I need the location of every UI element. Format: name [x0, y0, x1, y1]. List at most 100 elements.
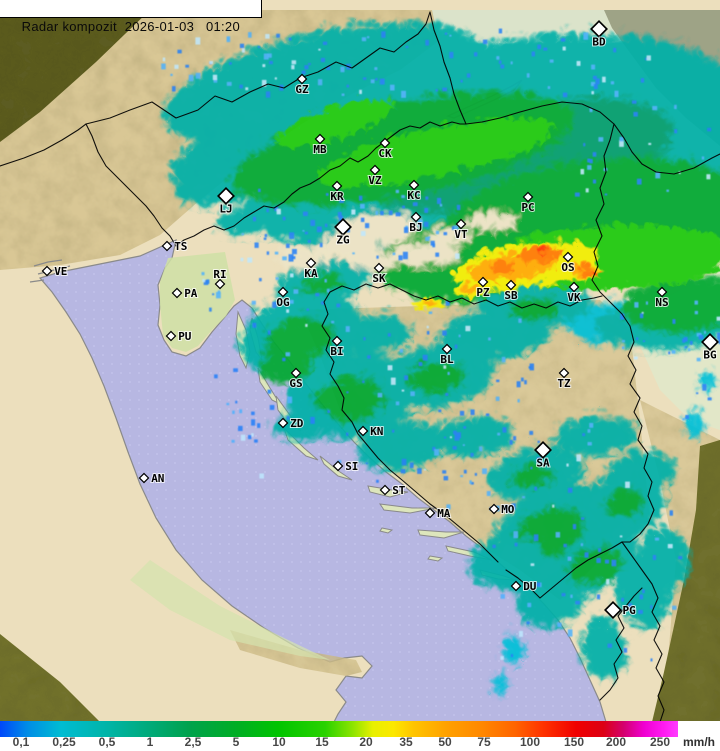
- station-MA: MA: [424, 506, 452, 521]
- station-label: TS: [174, 240, 187, 253]
- station-label: GS: [289, 377, 302, 390]
- station-KA: KA: [303, 257, 319, 281]
- station-diamond-icon: [534, 441, 552, 459]
- station-diamond-icon: [510, 580, 522, 592]
- station-diamond-icon: [379, 484, 391, 496]
- station-label: OS: [561, 261, 574, 274]
- station-label: AN: [151, 472, 164, 485]
- station-diamond-icon: [165, 330, 177, 342]
- station-PC: PC: [520, 191, 536, 215]
- station-label: GZ: [295, 83, 309, 96]
- station-SI: SI: [332, 459, 359, 474]
- station-diamond-icon: [277, 417, 289, 429]
- station-diamond-icon: [656, 286, 668, 298]
- legend-gradient-bar: [0, 721, 678, 737]
- station-diamond-icon: [331, 335, 343, 347]
- station-diamond-icon: [332, 460, 344, 472]
- station-diamond-icon: [290, 367, 302, 379]
- legend-tick-15: 15: [315, 735, 329, 749]
- station-label: LJ: [219, 203, 232, 216]
- station-diamond-icon: [410, 211, 422, 223]
- station-diamond-icon: [314, 133, 326, 145]
- radar-map: BD GZ MB CK VZ KR KC BJ VT ZG LJ TS VE RI PA PC OS PZ SB VK…: [0, 0, 720, 722]
- station-label: SK: [372, 272, 386, 285]
- station-ZD: ZD: [277, 416, 305, 431]
- legend-tick-75: 75: [477, 735, 491, 749]
- station-OS: OS: [560, 251, 576, 275]
- legend-tick-0,5: 0,5: [98, 735, 116, 749]
- station-label: MA: [437, 507, 451, 520]
- station-diamond-icon: [424, 507, 436, 519]
- station-label: KA: [304, 267, 318, 280]
- station-diamond-icon: [214, 278, 226, 290]
- station-diamond-icon: [441, 343, 453, 355]
- legend-unit: mm/h: [682, 735, 716, 749]
- station-diamond-icon: [488, 503, 500, 515]
- station-label: KC: [407, 189, 420, 202]
- station-label: OG: [276, 296, 290, 309]
- legend-tick-0,1: 0,1: [12, 735, 30, 749]
- station-diamond-icon: [562, 251, 574, 263]
- station-BG: BG: [701, 333, 719, 363]
- station-TZ: TZ: [556, 367, 572, 391]
- station-diamond-icon: [505, 279, 517, 291]
- station-VZ: VZ: [367, 164, 383, 188]
- border-italy-slovenia: [0, 123, 177, 247]
- station-PG: PG: [604, 601, 637, 619]
- border-hungary-slovenia: [429, 11, 467, 125]
- station-label: PG: [623, 604, 637, 617]
- legend-tick-2,5: 2,5: [184, 735, 202, 749]
- station-GZ: GZ: [294, 73, 310, 97]
- border-austria: [85, 11, 431, 125]
- station-label: BD: [592, 36, 606, 49]
- country-borders: [0, 11, 720, 722]
- border-croatia-bosnia-sava: [329, 283, 603, 309]
- station-diamond-icon: [604, 601, 622, 619]
- map-title: Radar kompozit 2026-01-03 01:20: [21, 19, 240, 34]
- station-BD: BD: [590, 20, 608, 50]
- station-MO: MO: [488, 502, 516, 517]
- station-MB: MB: [312, 133, 328, 157]
- station-GS: GS: [288, 367, 304, 391]
- legend-tick-1: 1: [146, 735, 154, 749]
- border-montenegro-albania: [599, 587, 643, 701]
- alps-high: [0, 10, 150, 142]
- border-bosnia-serbia-drina: [621, 325, 655, 543]
- station-diamond-icon: [217, 187, 235, 205]
- italy-sw-hills: [0, 634, 100, 722]
- station-label: ZD: [290, 417, 304, 430]
- station-diamond-icon: [138, 472, 150, 484]
- legend-tick-100: 100: [519, 735, 541, 749]
- legend-tick-200: 200: [605, 735, 627, 749]
- border-bosnia-montenegro: [505, 541, 623, 599]
- station-LJ: LJ: [217, 187, 235, 217]
- station-diamond-icon: [277, 286, 289, 298]
- station-label: ST: [392, 484, 406, 497]
- station-BJ: BJ: [408, 211, 424, 235]
- station-PZ: PZ: [475, 276, 491, 300]
- station-label: RI: [213, 268, 226, 281]
- legend-tick-0,25: 0,25: [52, 735, 76, 749]
- station-label: KN: [370, 425, 383, 438]
- station-label: BG: [703, 349, 717, 362]
- station-BI: BI: [329, 335, 345, 359]
- station-label: BL: [440, 353, 454, 366]
- station-label: VT: [454, 228, 468, 241]
- station-diamond-icon: [455, 218, 467, 230]
- station-CK: CK: [377, 137, 393, 161]
- station-diamond-icon: [357, 425, 369, 437]
- station-ZG: ZG: [334, 218, 352, 248]
- legend-tick-20: 20: [359, 735, 373, 749]
- intensity-legend: mm/h 0,1 0,25 0,5 1 2,5 5 10 15 20 35 50 75 100 150 20…: [0, 721, 720, 751]
- station-diamond-icon: [522, 191, 534, 203]
- istria-lowland: [160, 252, 235, 352]
- station-KR: KR: [329, 180, 345, 204]
- border-croatia-bosnia-west: [321, 291, 499, 563]
- title-bar: Radar kompozit 2026-01-03 01:20: [0, 0, 262, 34]
- station-label: NS: [655, 296, 668, 309]
- station-BL: BL: [439, 343, 455, 367]
- station-label: VZ: [368, 174, 382, 187]
- station-SB: SB: [503, 279, 519, 303]
- station-VK: VK: [566, 281, 582, 305]
